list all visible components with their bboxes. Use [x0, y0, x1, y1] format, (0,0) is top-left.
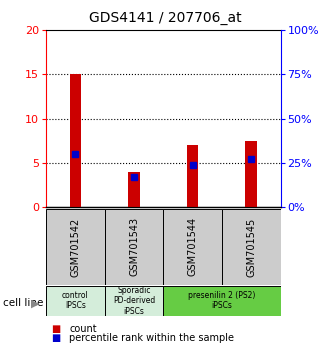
Bar — [46, 209, 105, 285]
Text: GSM701542: GSM701542 — [71, 217, 81, 276]
Text: percentile rank within the sample: percentile rank within the sample — [69, 333, 234, 343]
Bar — [187, 145, 199, 207]
Bar — [70, 74, 82, 207]
Bar — [128, 172, 140, 207]
Text: GDS4141 / 207706_at: GDS4141 / 207706_at — [89, 11, 241, 25]
Bar — [163, 286, 280, 316]
Text: ■: ■ — [51, 324, 60, 333]
Text: count: count — [69, 324, 97, 333]
Text: control
IPSCs: control IPSCs — [62, 291, 89, 310]
Text: ▶: ▶ — [31, 298, 40, 308]
Text: GSM701545: GSM701545 — [246, 217, 256, 276]
Text: GSM701543: GSM701543 — [129, 217, 139, 276]
Bar — [222, 209, 280, 285]
Bar — [163, 209, 222, 285]
Bar — [246, 141, 257, 207]
Bar — [105, 286, 163, 316]
Text: ■: ■ — [51, 333, 60, 343]
Text: cell line: cell line — [3, 298, 44, 308]
Text: presenilin 2 (PS2)
iPSCs: presenilin 2 (PS2) iPSCs — [188, 291, 256, 310]
Text: Sporadic
PD-derived
iPSCs: Sporadic PD-derived iPSCs — [113, 286, 155, 316]
Text: GSM701544: GSM701544 — [188, 217, 198, 276]
Bar — [105, 209, 163, 285]
Bar — [46, 286, 105, 316]
